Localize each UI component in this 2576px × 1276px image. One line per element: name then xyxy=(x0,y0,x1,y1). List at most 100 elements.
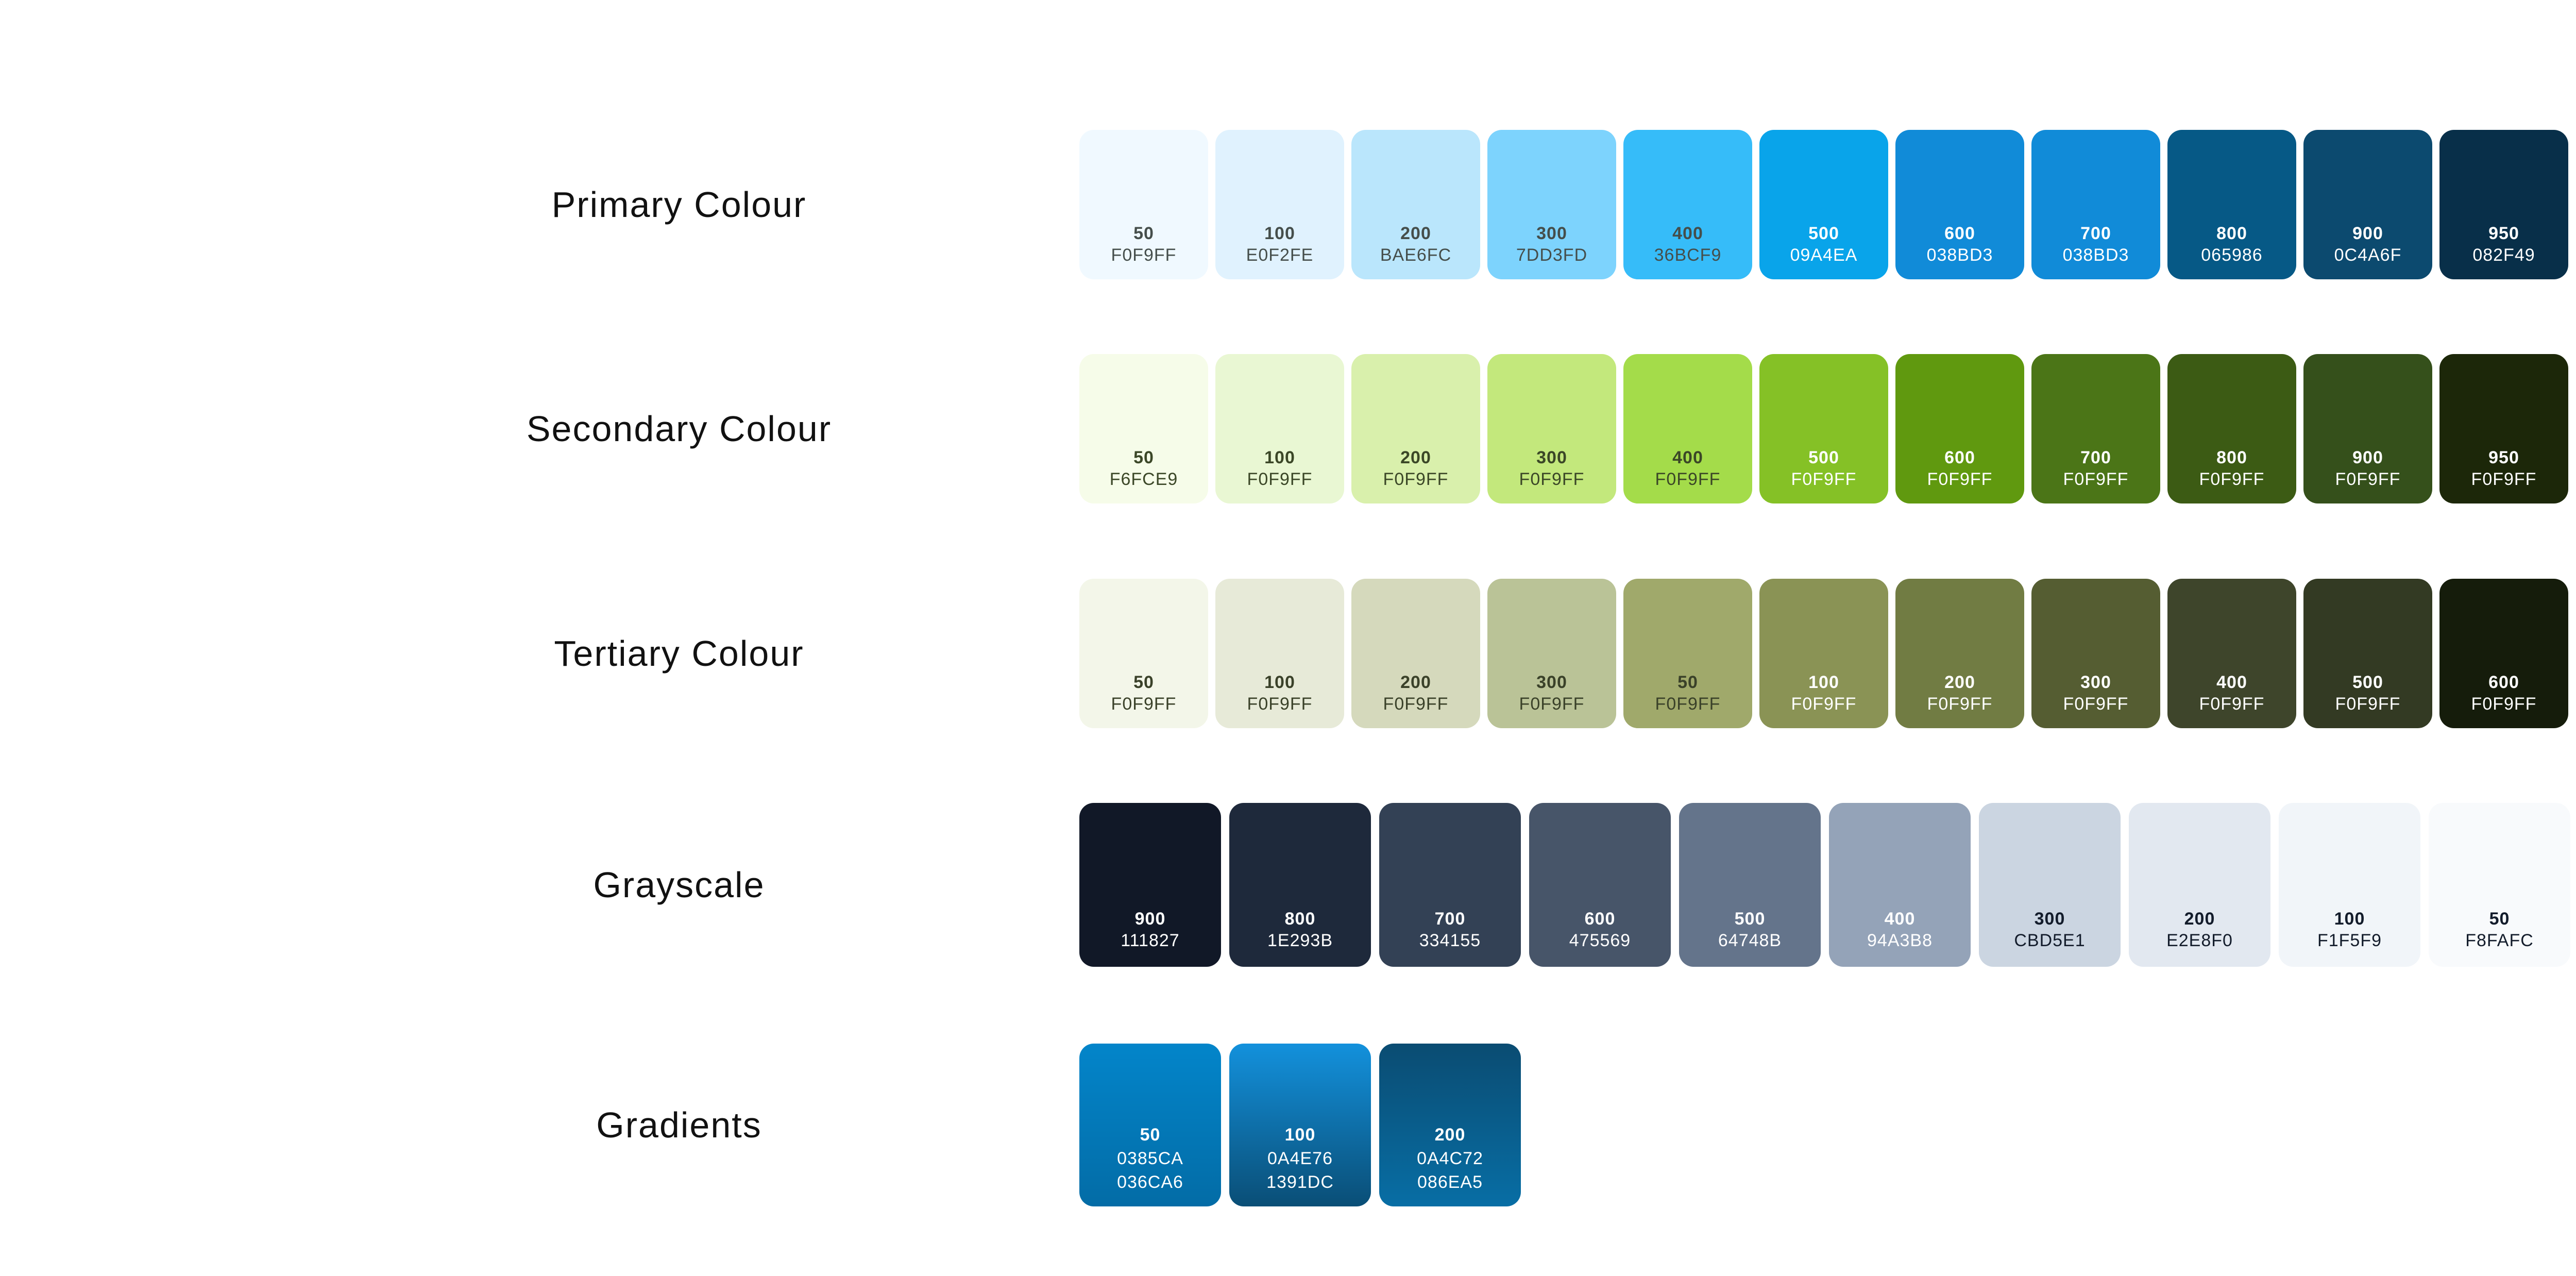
swatch-hex-label: F8FAFC xyxy=(2465,931,2534,950)
swatch-hex-label: 64748B xyxy=(1718,931,1782,950)
swatch-step-label: 50 xyxy=(1133,673,1154,692)
swatch-step-label: 500 xyxy=(1734,909,1766,929)
swatch-hex-label: F0F9FF xyxy=(1111,245,1177,265)
color-swatch: 600 F0F9FF xyxy=(2439,579,2568,728)
swatch-step-label: 50 xyxy=(1133,448,1154,467)
swatch-hex-label: F0F9FF xyxy=(1247,694,1313,714)
swatch-step-label: 800 xyxy=(2216,224,2247,243)
swatch-list: 50 F6FCE9 100 F0F9FF 200 F0F9FF 300 F0F9… xyxy=(1079,354,2568,503)
color-swatch: 200 F0F9FF xyxy=(1895,579,2024,728)
swatch-step-label: 300 xyxy=(2080,673,2111,692)
swatch-hex-label: F6FCE9 xyxy=(1109,469,1178,489)
color-swatch: 600 475569 xyxy=(1529,803,1671,967)
swatch-hex-label: E2E8F0 xyxy=(2166,931,2233,950)
swatch-hex-label: 082F49 xyxy=(2472,245,2535,265)
color-swatch: 400 F0F9FF xyxy=(1623,354,1752,503)
color-swatch: 500 09A4EA xyxy=(1759,130,1888,279)
color-swatch: 100 F0F9FF xyxy=(1215,354,1344,503)
color-swatch: 400 36BCF9 xyxy=(1623,130,1752,279)
swatch-step-label: 600 xyxy=(1584,909,1616,929)
color-swatch: 400 F0F9FF xyxy=(2167,579,2296,728)
swatch-hex-label: F0F9FF xyxy=(1655,694,1721,714)
color-swatch: 100 E0F2FE xyxy=(1215,130,1344,279)
swatch-hex-label: 94A3B8 xyxy=(1867,931,1933,950)
color-swatch: 600 F0F9FF xyxy=(1895,354,2024,503)
color-swatch: 600 038BD3 xyxy=(1895,130,2024,279)
swatch-hex-label: F0F9FF xyxy=(2063,694,2129,714)
swatch-step-label: 50 xyxy=(2489,909,2510,929)
swatch-step-label: 50 xyxy=(1677,673,1698,692)
swatch-step-label: 500 xyxy=(1808,224,1839,243)
swatch-hex-label: F0F9FF xyxy=(1655,469,1721,489)
row-label: Secondary Colour xyxy=(526,409,832,449)
color-swatch: 300 F0F9FF xyxy=(1487,354,1616,503)
swatch-step-label: 100 xyxy=(1264,224,1295,243)
swatch-step-label: 400 xyxy=(1884,909,1916,929)
swatch-list: 50 0385CA 036CA6 100 0A4E76 1391DC 200 0A4… xyxy=(1079,1044,1521,1206)
swatch-step-label: 300 xyxy=(2034,909,2065,929)
swatch-hex-label: F0F9FF xyxy=(1519,694,1585,714)
color-swatch: 300 F0F9FF xyxy=(1487,579,1616,728)
swatch-hex-label: F0F9FF xyxy=(1791,694,1857,714)
color-swatch: 900 F0F9FF xyxy=(2303,354,2432,503)
swatch-step-label: 200 xyxy=(1400,224,1431,243)
swatch-hex-label: F0F9FF xyxy=(1111,694,1177,714)
palette-row-gradients: Gradients 50 0385CA 036CA6 100 0A4E76 1391… xyxy=(0,1044,2576,1206)
swatch-hex-label: 09A4EA xyxy=(1790,245,1858,265)
swatch-hex-label: 475569 xyxy=(1569,931,1631,950)
palette-row-grayscale: Grayscale 900 111827 800 1E293B 700 3341… xyxy=(0,803,2576,967)
color-swatch: 300 7DD3FD xyxy=(1487,130,1616,279)
swatch-step-label: 900 xyxy=(1134,909,1166,929)
swatch-hex-label: F0F9FF xyxy=(1927,694,1993,714)
color-swatch: 100 0A4E76 1391DC xyxy=(1229,1044,1371,1206)
swatch-hex-label: F0F9FF xyxy=(1927,469,1993,489)
swatch-step-label: 50 xyxy=(1133,224,1154,243)
row-label: Grayscale xyxy=(593,865,765,905)
color-swatch: 400 94A3B8 xyxy=(1829,803,1971,967)
swatch-hex-label: F1F5F9 xyxy=(2317,931,2382,950)
row-label: Gradients xyxy=(596,1105,762,1145)
swatch-list: 50 F0F9FF 100 F0F9FF 200 F0F9FF 300 F0F9… xyxy=(1079,579,2568,728)
color-swatch: 700 038BD3 xyxy=(2031,130,2160,279)
swatch-step-label: 800 xyxy=(1284,909,1316,929)
color-swatch: 200 0A4C72 086EA5 xyxy=(1379,1044,1521,1206)
swatch-list: 50 F0F9FF 100 E0F2FE 200 BAE6FC 300 7DD3… xyxy=(1079,130,2568,279)
color-swatch: 100 F1F5F9 xyxy=(2279,803,2420,967)
color-swatch: 700 F0F9FF xyxy=(2031,354,2160,503)
swatch-list: 900 111827 800 1E293B 700 334155 600 475… xyxy=(1079,803,2570,967)
swatch-step-label: 100 xyxy=(1808,673,1839,692)
swatch-step-label: 100 xyxy=(1284,1125,1316,1145)
swatch-hex-label: 0A4C72 xyxy=(1417,1149,1483,1168)
swatch-step-label: 200 xyxy=(1434,1125,1466,1145)
color-swatch: 900 0C4A6F xyxy=(2303,130,2432,279)
swatch-step-label: 500 xyxy=(1808,448,1839,467)
color-swatch: 200 BAE6FC xyxy=(1351,130,1480,279)
swatch-hex-label: F0F9FF xyxy=(2199,469,2265,489)
swatch-hex-label: 111827 xyxy=(1121,931,1180,950)
swatch-step-label: 800 xyxy=(2216,448,2247,467)
swatch-step-label: 500 xyxy=(2352,673,2383,692)
color-swatch: 50 F0F9FF xyxy=(1079,130,1208,279)
row-label: Tertiary Colour xyxy=(554,633,804,674)
swatch-step-label: 700 xyxy=(1434,909,1466,929)
color-swatch: 50 F6FCE9 xyxy=(1079,354,1208,503)
swatch-step-label: 50 xyxy=(1140,1125,1161,1145)
swatch-hex-label: 1391DC xyxy=(1266,1172,1334,1192)
swatch-hex-label: BAE6FC xyxy=(1380,245,1452,265)
color-swatch: 100 F0F9FF xyxy=(1759,579,1888,728)
color-swatch: 200 E2E8F0 xyxy=(2129,803,2270,967)
color-swatch: 200 F0F9FF xyxy=(1351,354,1480,503)
color-swatch: 50 F0F9FF xyxy=(1623,579,1752,728)
color-swatch: 800 1E293B xyxy=(1229,803,1371,967)
swatch-step-label: 200 xyxy=(1400,673,1431,692)
color-swatch: 50 F0F9FF xyxy=(1079,579,1208,728)
color-swatch: 300 F0F9FF xyxy=(2031,579,2160,728)
swatch-hex-label: F0F9FF xyxy=(1383,694,1449,714)
swatch-hex-label: F0F9FF xyxy=(1383,469,1449,489)
color-swatch: 950 082F49 xyxy=(2439,130,2568,279)
swatch-step-label: 900 xyxy=(2352,448,2383,467)
swatch-hex-label: F0F9FF xyxy=(1791,469,1857,489)
swatch-hex-label: 086EA5 xyxy=(1417,1172,1483,1192)
swatch-hex-label: F0F9FF xyxy=(2199,694,2265,714)
